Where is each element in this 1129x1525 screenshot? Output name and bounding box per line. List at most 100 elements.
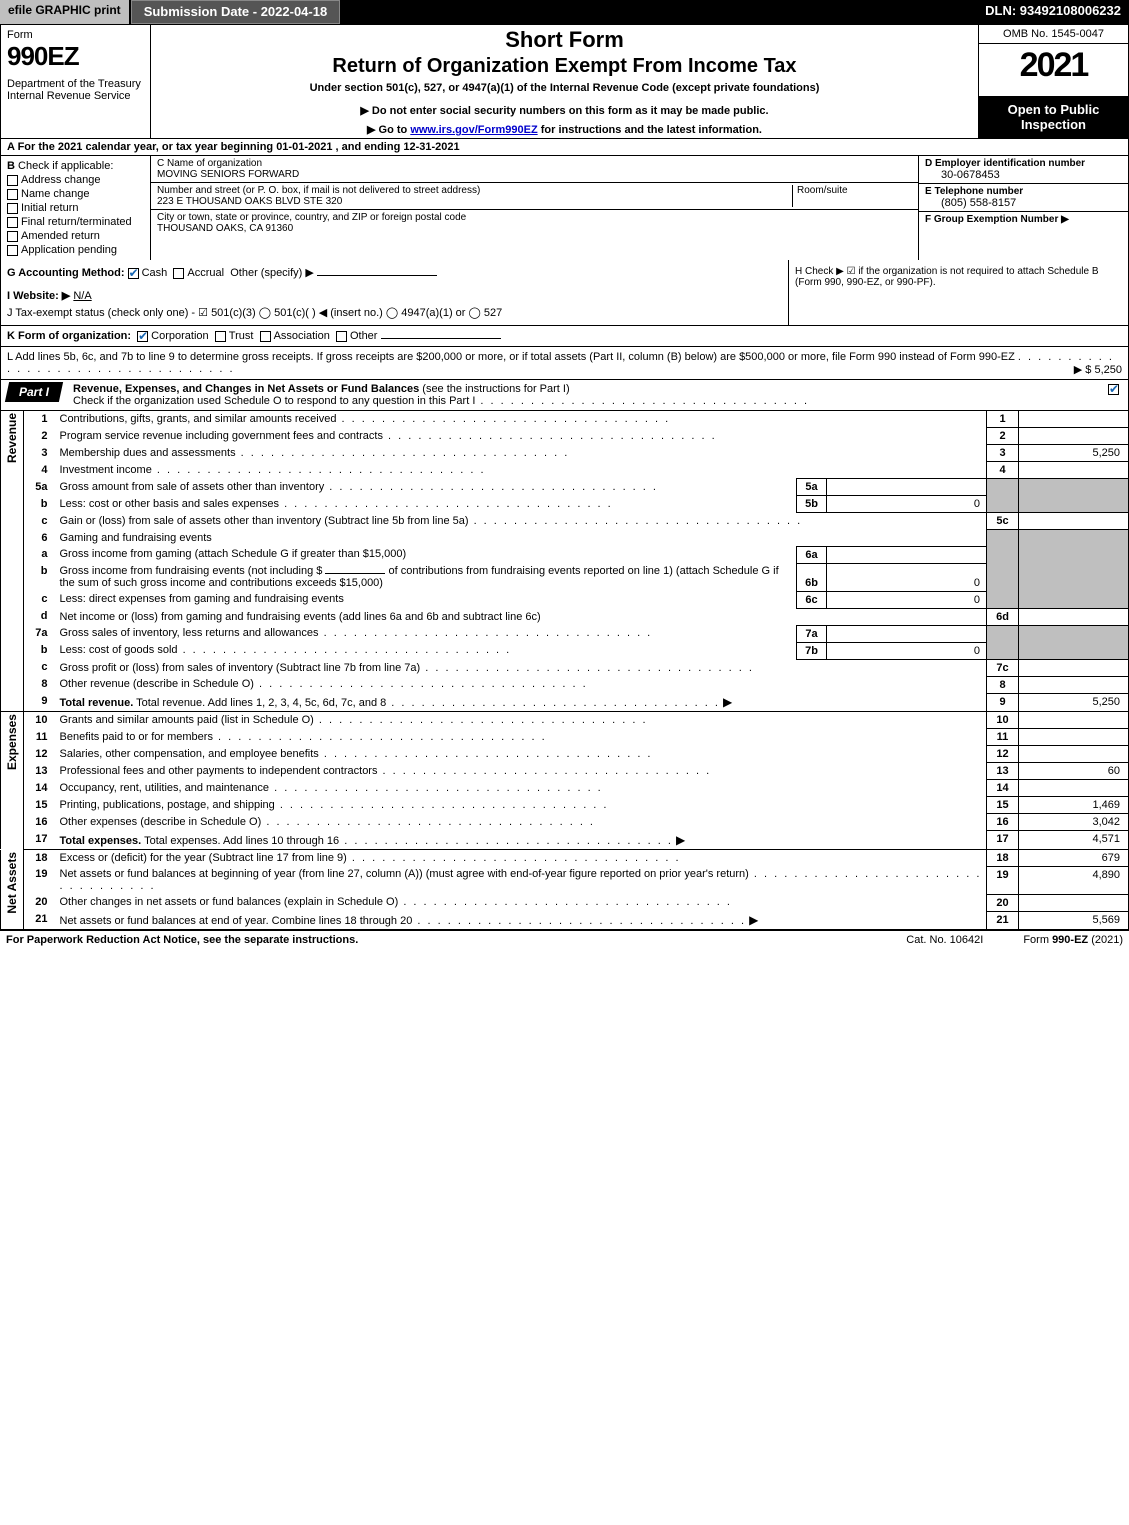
section-b: B Check if applicable: Address change Na… [1,156,151,260]
line-3-desc: Membership dues and assessments [56,445,987,462]
line-12-val [1019,746,1129,763]
part1-title: Revenue, Expenses, and Changes in Net As… [73,383,419,395]
line-2-num: 2 [24,428,56,445]
shaded-5v [1019,479,1129,513]
chk-application-pending[interactable]: Application pending [7,244,144,256]
chk-corporation[interactable] [137,331,148,342]
section-k: K Form of organization: Corporation Trus… [0,326,1129,347]
chk-amended-return[interactable]: Amended return [7,230,144,242]
street-row: Number and street (or P. O. box, if mail… [151,183,918,210]
other-specify-input[interactable] [317,275,437,276]
section-l-amount: ▶ $ 5,250 [1074,363,1122,376]
part1-schedule-o-check[interactable] [1102,380,1128,398]
line-21-box: 21 [987,911,1019,930]
section-h: H Check ▶ ☑ if the organization is not r… [788,260,1128,325]
irs-link[interactable]: www.irs.gov/Form990EZ [410,124,537,136]
shaded-5 [987,479,1019,513]
paperwork-notice: For Paperwork Reduction Act Notice, see … [6,934,358,946]
line-8-box: 8 [987,676,1019,693]
part1-header: Part I Revenue, Expenses, and Changes in… [0,380,1129,411]
identity-block: B Check if applicable: Address change Na… [0,156,1129,260]
line-14-num: 14 [24,780,56,797]
part1-tab: Part I [5,382,63,402]
section-gh: G Accounting Method: Cash Accrual Other … [0,260,1129,326]
line-5b-desc: Less: cost or other basis and sales expe… [56,496,797,513]
line-6b-desc: Gross income from fundraising events (no… [56,563,797,591]
chk-final-return[interactable]: Final return/terminated [7,216,144,228]
line-6a-midval [827,546,987,563]
line-16-desc: Other expenses (describe in Schedule O) [56,814,987,831]
org-name-row: C Name of organization MOVING SENIORS FO… [151,156,918,183]
other-org-input[interactable] [381,338,501,339]
chk-name-change[interactable]: Name change [7,188,144,200]
form-id-block: Form 990EZ Department of the Treasury In… [1,25,151,138]
line-6c-midval: 0 [827,591,987,608]
line-5c-box: 5c [987,513,1019,530]
ein-label: D Employer identification number [925,158,1122,169]
line-7b-midlabel: 7b [797,642,827,659]
efile-print-button[interactable]: efile GRAPHIC print [0,0,131,24]
chk-other-org[interactable] [336,331,347,342]
line-16-val: 3,042 [1019,814,1129,831]
line-10-num: 10 [24,712,56,729]
expenses-table: Expenses 10 Grants and similar amounts p… [0,712,1129,850]
line-17-box: 17 [987,831,1019,850]
netassets-table: Net Assets 18 Excess or (deficit) for th… [0,850,1129,931]
line-6a-midlabel: 6a [797,546,827,563]
expenses-side-label: Expenses [1,712,24,849]
page-footer: For Paperwork Reduction Act Notice, see … [0,930,1129,949]
line-10-val [1019,712,1129,729]
line-4-val [1019,462,1129,479]
org-name-label: C Name of organization [157,158,912,169]
line-10-box: 10 [987,712,1019,729]
line-20-desc: Other changes in net assets or fund bala… [56,894,987,911]
line-21-num: 21 [24,911,56,930]
short-form-title: Short Form [157,27,972,53]
line-6b-midval: 0 [827,563,987,591]
line-18-num: 18 [24,850,56,867]
street-label: Number and street (or P. O. box, if mail… [157,185,792,196]
line-15-desc: Printing, publications, postage, and shi… [56,797,987,814]
website-label: I Website: ▶ [7,290,70,302]
line-18-val: 679 [1019,850,1129,867]
line-7b-midval: 0 [827,642,987,659]
website-value: N/A [73,290,91,302]
line-6c-desc: Less: direct expenses from gaming and fu… [56,591,797,608]
return-title: Return of Organization Exempt From Incom… [157,55,972,78]
chk-trust[interactable] [215,331,226,342]
line-6d-desc: Net income or (loss) from gaming and fun… [56,608,987,625]
check-if-applicable: Check if applicable: [18,160,113,172]
submission-date-label: Submission Date - 2022-04-18 [131,0,341,24]
line-7c-val [1019,659,1129,676]
line-2-desc: Program service revenue including govern… [56,428,987,445]
line-7a-desc: Gross sales of inventory, less returns a… [56,625,797,642]
line-12-box: 12 [987,746,1019,763]
line-5c-val [1019,513,1129,530]
line-3-box: 3 [987,445,1019,462]
shaded-6v [1019,530,1129,609]
line-6b-midlabel: 6b [797,563,827,591]
chk-accrual[interactable] [173,268,184,279]
line-16-box: 16 [987,814,1019,831]
chk-address-change[interactable]: Address change [7,174,144,186]
line-17-desc: Total expenses. Total expenses. Add line… [56,831,987,850]
line-9-box: 9 [987,693,1019,712]
chk-association[interactable] [260,331,271,342]
line-9-val: 5,250 [1019,693,1129,712]
section-g: G Accounting Method: Cash Accrual Other … [1,260,788,325]
form-of-org-label: K Form of organization: [7,330,131,342]
city-row: City or town, state or province, country… [151,210,918,236]
revenue-side-label: Revenue [1,411,24,693]
chk-initial-return[interactable]: Initial return [7,202,144,214]
line-5a-num: 5a [24,479,56,496]
room-suite-label: Room/suite [797,185,912,196]
line-9-desc: Total revenue. Total revenue. Add lines … [56,693,987,712]
other-specify: Other (specify) ▶ [230,267,314,279]
netassets-side-label: Net Assets [1,850,24,930]
line-6c-midlabel: 6c [797,591,827,608]
line-13-num: 13 [24,763,56,780]
chk-cash[interactable] [128,268,139,279]
section-c: C Name of organization MOVING SENIORS FO… [151,156,918,260]
line-6-desc: Gaming and fundraising events [56,530,987,547]
shaded-7 [987,625,1019,659]
